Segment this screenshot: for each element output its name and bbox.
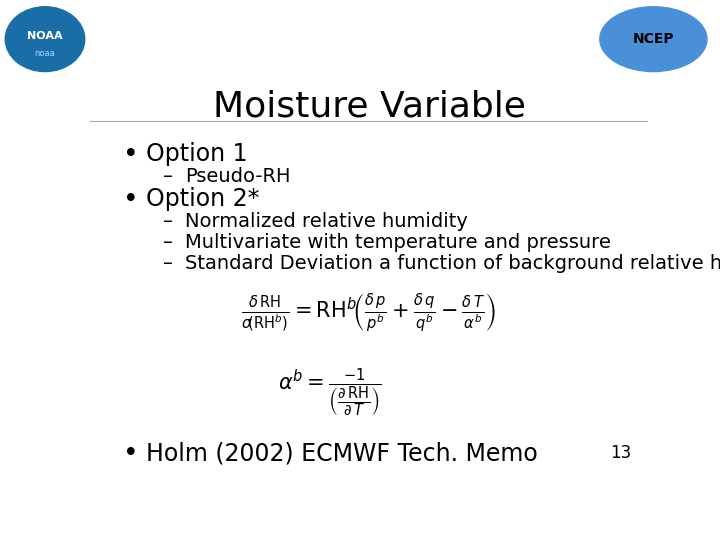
Text: noaa: noaa: [35, 50, 55, 58]
Text: Holm (2002) ECMWF Tech. Memo: Holm (2002) ECMWF Tech. Memo: [145, 441, 538, 465]
Text: –: –: [163, 233, 172, 252]
Text: Pseudo-RH: Pseudo-RH: [185, 167, 290, 186]
Text: NOAA: NOAA: [27, 31, 63, 41]
Text: Standard Deviation a function of background relative humidity: Standard Deviation a function of backgro…: [185, 254, 720, 273]
Text: NCEP: NCEP: [633, 32, 674, 46]
Text: –: –: [163, 167, 172, 186]
Text: –: –: [163, 212, 172, 232]
Circle shape: [5, 6, 85, 71]
Text: Normalized relative humidity: Normalized relative humidity: [185, 212, 468, 232]
Text: Moisture Variable: Moisture Variable: [212, 90, 526, 124]
Text: •: •: [124, 187, 139, 213]
Text: $\alpha^{b} = \frac{-1}{\left(\dfrac{\partial\,\mathrm{RH}}{\partial\,T}\right)}: $\alpha^{b} = \frac{-1}{\left(\dfrac{\pa…: [279, 366, 382, 417]
Text: $\frac{\delta\,\mathrm{RH}}{\sigma\!\left(\mathrm{RH}^{b}\right)} = \mathrm{RH}^: $\frac{\delta\,\mathrm{RH}}{\sigma\!\lef…: [241, 292, 497, 334]
Text: •: •: [124, 441, 139, 467]
Text: Option 2*: Option 2*: [145, 187, 259, 212]
Text: –: –: [163, 254, 172, 273]
Text: •: •: [124, 141, 139, 168]
Text: Multivariate with temperature and pressure: Multivariate with temperature and pressu…: [185, 233, 611, 252]
Circle shape: [600, 6, 707, 71]
Text: 13: 13: [610, 444, 631, 462]
Text: Option 1: Option 1: [145, 141, 247, 166]
